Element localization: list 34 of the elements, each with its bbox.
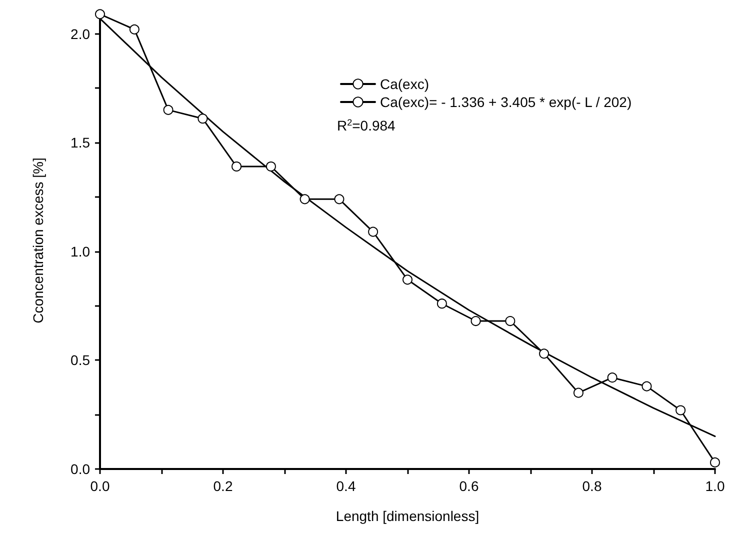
point: [266, 162, 276, 172]
point: [402, 274, 412, 285]
point: [539, 348, 550, 359]
point: [436, 298, 447, 309]
point: [129, 24, 140, 34]
x-tick-label: 0.4: [336, 478, 356, 494]
x-tick-label: 1.0: [705, 478, 725, 494]
point: [710, 457, 720, 468]
point: [334, 194, 344, 204]
point: [642, 381, 652, 392]
point: [573, 388, 584, 398]
y-tick-label: 0.0: [70, 461, 90, 477]
x-axis-title: Length [dimensionless]: [336, 508, 480, 524]
legend-label: Ca(exc)= - 1.336 + 3.405 * exp(- L / 202): [380, 94, 632, 110]
y-tick-label: 1.0: [70, 243, 90, 260]
point: [676, 405, 686, 416]
y-tick-label: 2.0: [70, 26, 90, 42]
y-tick-label: 0.5: [70, 352, 90, 368]
y-tick-label: 1.5: [70, 134, 90, 151]
x-tick-label: 0.2: [213, 478, 233, 494]
point: [95, 9, 105, 20]
point: [232, 162, 242, 172]
point: [300, 194, 310, 204]
point: [163, 104, 174, 115]
x-tick-label: 0.0: [90, 478, 110, 494]
point: [607, 372, 618, 383]
x-tick-label: 0.8: [582, 478, 602, 494]
point: [470, 316, 481, 326]
point: [198, 114, 208, 124]
y-axis-title: Cconcentration excess [%]: [30, 158, 46, 324]
legend-label: Ca(exc): [380, 76, 430, 92]
point: [368, 226, 378, 237]
point: [505, 316, 516, 326]
x-tick-label: 0.6: [459, 478, 479, 494]
